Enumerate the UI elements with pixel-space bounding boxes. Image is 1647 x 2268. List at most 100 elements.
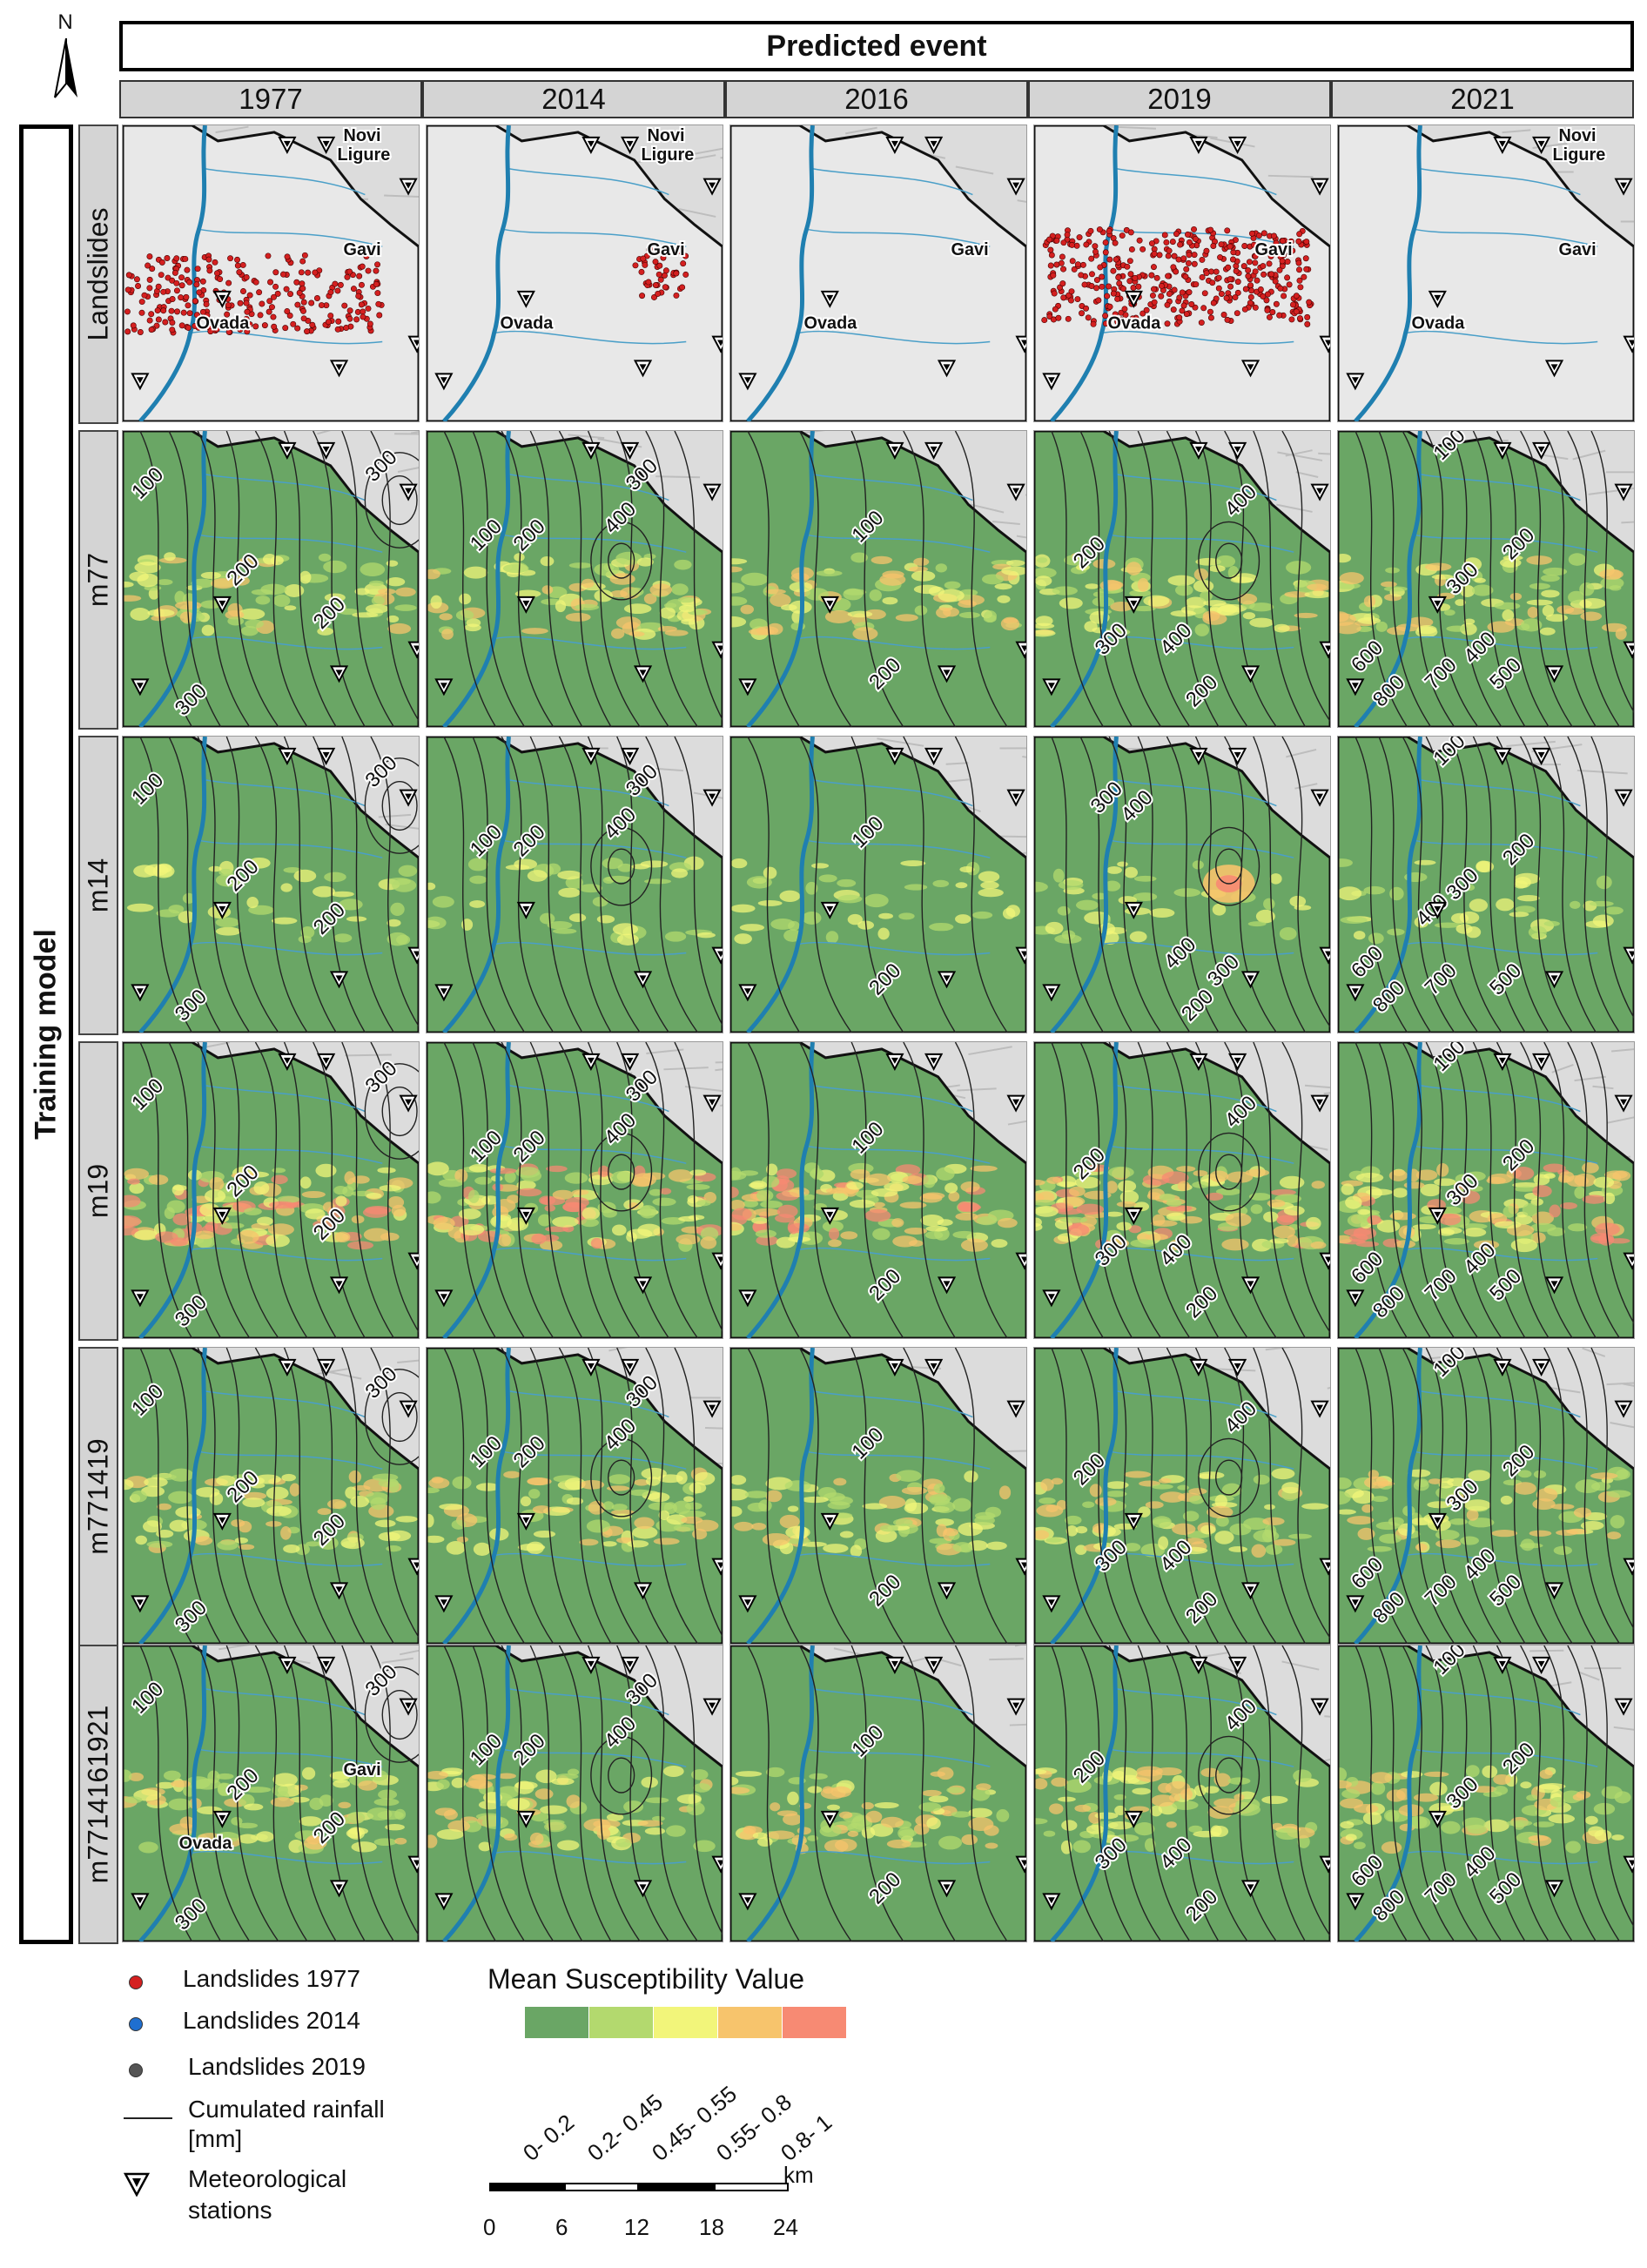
station-triangle-icon bbox=[1240, 1582, 1260, 1600]
station-triangle-icon bbox=[1042, 1595, 1061, 1613]
station-triangle-icon bbox=[711, 641, 723, 659]
station-triangle-icon bbox=[820, 596, 839, 614]
station-triangle-icon bbox=[434, 373, 454, 391]
station-triangle-icon bbox=[1015, 1855, 1026, 1874]
place-ovada: Ovada bbox=[1108, 314, 1162, 333]
susceptibility-swatch bbox=[718, 2007, 782, 2038]
station-triangle-icon bbox=[1614, 789, 1633, 807]
row-label-m19: m19 bbox=[78, 1041, 118, 1341]
station-triangle-icon bbox=[1189, 441, 1208, 460]
susceptibility-label: 0- 0.2 bbox=[518, 2109, 580, 2166]
river bbox=[746, 431, 815, 727]
station-triangle-icon bbox=[1346, 1289, 1365, 1308]
susceptibility-area bbox=[1034, 737, 1330, 1033]
susceptibility-area bbox=[730, 737, 1026, 1033]
map-panel-m77-2014: 100 200 300 400 bbox=[426, 430, 723, 728]
place-gavi: Gavi bbox=[1559, 240, 1597, 259]
station-triangle-icon bbox=[407, 1558, 419, 1576]
station-triangle-icon bbox=[820, 1512, 839, 1531]
map-panel-m771419-2014: 100 200 300 400 bbox=[426, 1347, 723, 1645]
station-triangle-icon bbox=[702, 1094, 722, 1113]
place-ligure: Ligure bbox=[1553, 145, 1606, 165]
station-triangle-icon bbox=[711, 1252, 723, 1270]
station-triangle-icon bbox=[1319, 641, 1330, 659]
susceptibility-area bbox=[427, 1042, 723, 1338]
station-triangle-icon bbox=[407, 946, 419, 965]
station-triangle-icon bbox=[407, 1252, 419, 1270]
legend-stations-1: Meteorological bbox=[188, 2165, 347, 2192]
station-triangle-icon bbox=[581, 136, 601, 154]
station-triangle-icon bbox=[1228, 136, 1247, 154]
station-triangle-icon bbox=[633, 665, 653, 683]
station-triangle-icon bbox=[1428, 1810, 1447, 1828]
station-triangle-icon bbox=[1006, 1698, 1025, 1716]
year-2019: 2019 bbox=[1028, 80, 1331, 118]
station-triangle-icon bbox=[937, 665, 957, 683]
place-gavi: Gavi bbox=[1255, 240, 1293, 259]
susceptibility-title: Mean Susceptibility Value bbox=[487, 1963, 805, 1995]
station-triangle-icon bbox=[702, 789, 722, 807]
station-triangle-icon bbox=[516, 290, 535, 308]
station-triangle-icon bbox=[738, 373, 757, 391]
susceptibility-area bbox=[123, 737, 419, 1033]
river bbox=[1050, 1645, 1119, 1942]
station-triangle-icon bbox=[1042, 373, 1061, 391]
river bbox=[746, 1042, 815, 1338]
station-triangle-icon bbox=[434, 1893, 454, 1911]
row-label-m14: m14 bbox=[78, 736, 118, 1035]
station-triangle-icon bbox=[516, 1512, 535, 1531]
station-triangle-icon bbox=[937, 360, 957, 378]
station-triangle-icon bbox=[1614, 483, 1633, 501]
river bbox=[442, 737, 511, 1033]
river bbox=[442, 125, 511, 421]
station-triangle-icon bbox=[633, 1582, 653, 1600]
map-svg: Gavi Ovada bbox=[1034, 125, 1330, 421]
year-2014: 2014 bbox=[422, 80, 725, 118]
station-triangle-icon bbox=[738, 1595, 757, 1613]
station-triangle-icon bbox=[820, 1810, 839, 1828]
station-triangle-icon bbox=[399, 178, 418, 196]
river bbox=[746, 1645, 815, 1942]
place-ovada: Ovada bbox=[1412, 314, 1466, 333]
river bbox=[746, 737, 815, 1033]
map-panel-m14-1977: 100 200 200 300 300 bbox=[122, 736, 420, 1033]
station-triangle-icon bbox=[399, 1698, 418, 1716]
station-triangle-icon bbox=[820, 901, 839, 919]
station-triangle-icon bbox=[1544, 1582, 1564, 1600]
susceptibility-swatch bbox=[783, 2007, 846, 2038]
station-triangle-icon bbox=[1319, 1855, 1330, 1874]
legend-rainfall-2: [mm] bbox=[188, 2125, 243, 2152]
map-panel-m19-2014: 100 200 300 400 bbox=[426, 1041, 723, 1339]
station-triangle-icon bbox=[1319, 1558, 1330, 1576]
station-triangle-icon bbox=[937, 1276, 957, 1295]
north-arrow-icon bbox=[54, 38, 77, 98]
map-panel-m19-2019: 200 300 400 400 200 bbox=[1033, 1041, 1331, 1339]
station-triangle-icon bbox=[1493, 747, 1512, 765]
river bbox=[746, 1348, 815, 1644]
susceptibility-swatch bbox=[654, 2007, 717, 2038]
station-triangle-icon bbox=[278, 136, 297, 154]
year-2016: 2016 bbox=[725, 80, 1028, 118]
landslide-points bbox=[1041, 225, 1314, 327]
susceptibility-area bbox=[427, 431, 723, 727]
station-triangle-icon bbox=[924, 1656, 944, 1674]
station-triangle-icon bbox=[1544, 971, 1564, 989]
station-triangle-icon bbox=[1042, 678, 1061, 697]
station-triangle-icon bbox=[885, 136, 904, 154]
station-triangle-icon bbox=[738, 1893, 757, 1911]
station-triangle-icon bbox=[329, 665, 349, 683]
station-triangle-icon bbox=[581, 1656, 601, 1674]
station-triangle-icon bbox=[711, 1855, 723, 1874]
map-panel-Landslides-2016: Gavi Ovada bbox=[729, 125, 1027, 422]
row-label-landslides: Landslides bbox=[78, 125, 118, 424]
station-triangle-icon bbox=[702, 1400, 722, 1418]
river bbox=[442, 1348, 511, 1644]
station-triangle-icon bbox=[212, 596, 232, 614]
